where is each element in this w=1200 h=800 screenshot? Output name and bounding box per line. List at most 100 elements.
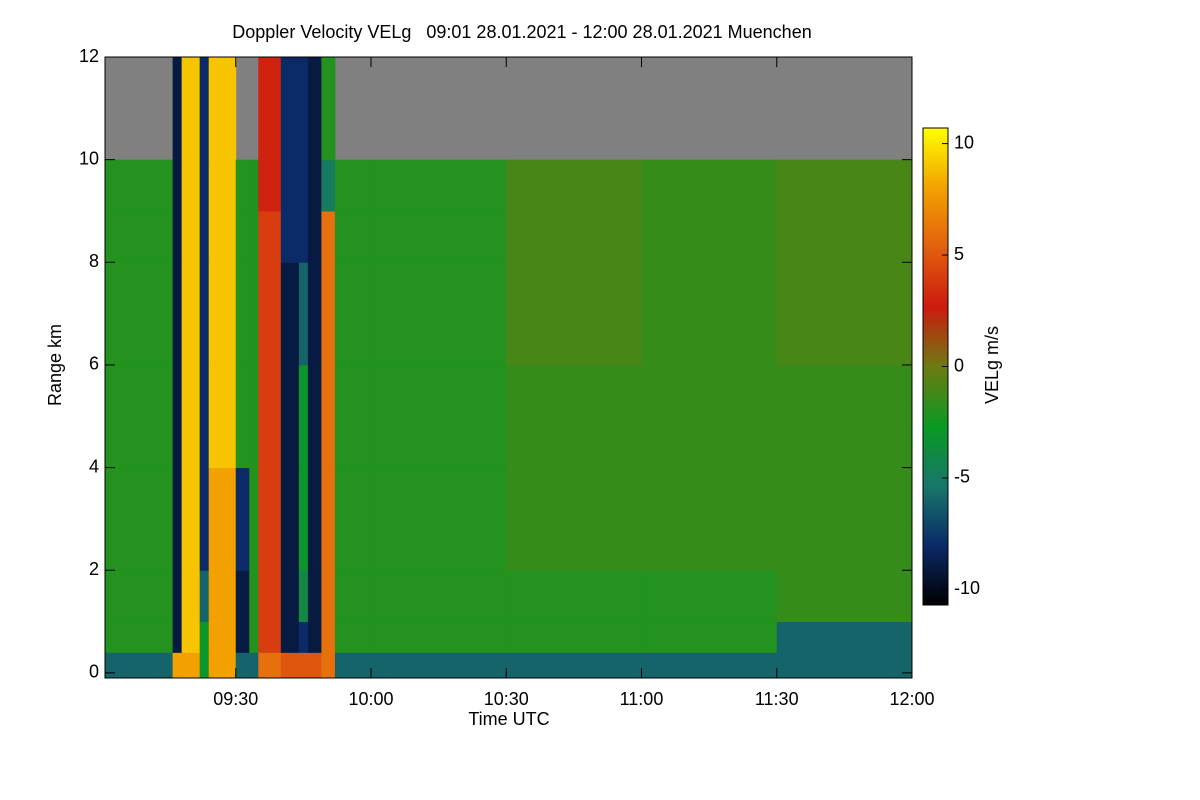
heatmap-cell <box>181 621 201 653</box>
heatmap-cell <box>370 467 507 571</box>
heatmap-cell <box>235 652 250 679</box>
heatmap-cell <box>506 621 642 653</box>
heatmap-cell <box>199 652 210 679</box>
y-tick-label: 10 <box>79 148 99 168</box>
heatmap-cell <box>370 159 507 212</box>
heatmap-cell <box>280 159 300 212</box>
heatmap-cell <box>321 159 336 212</box>
heatmap-cell <box>321 57 336 161</box>
heatmap-cell <box>172 570 183 623</box>
y-axis-label: Range km <box>45 324 65 406</box>
heatmap-cell <box>172 621 183 653</box>
heatmap-cell <box>307 364 322 469</box>
heatmap-cell <box>105 570 174 623</box>
heatmap-cell <box>249 159 259 212</box>
heatmap-cell <box>258 57 282 161</box>
heatmap-cell <box>307 621 322 653</box>
heatmap-cell <box>208 159 237 212</box>
heatmap-cell <box>334 210 372 263</box>
heatmap-cell <box>235 262 250 366</box>
heatmap-cell <box>298 159 309 212</box>
heatmap-cell <box>258 621 282 653</box>
colorbar-tick-label: -10 <box>954 578 980 598</box>
heatmap-cell <box>298 570 309 623</box>
heatmap-cell <box>235 467 250 571</box>
heatmap-cell <box>776 159 913 212</box>
heatmap-cell <box>235 159 250 212</box>
heatmap-cell <box>298 467 309 571</box>
x-tick-label: 12:00 <box>889 689 934 709</box>
y-tick-label: 4 <box>89 456 99 476</box>
x-tick-label: 10:00 <box>348 689 393 709</box>
heatmap-cell <box>208 652 237 679</box>
heatmap-cell <box>321 364 336 469</box>
heatmap-cell <box>641 364 778 469</box>
heatmap-cell <box>199 262 210 366</box>
heatmap-cell <box>334 159 372 212</box>
heatmap-cell <box>208 364 237 469</box>
heatmap-cell <box>181 159 201 212</box>
heatmap-cell <box>506 652 642 679</box>
heatmap-cell <box>208 262 237 366</box>
heatmap-cell <box>776 364 913 469</box>
heatmap-cell <box>321 210 336 263</box>
heatmap-cell <box>334 570 372 623</box>
heatmap-cell <box>641 652 778 679</box>
heatmap-cell <box>307 570 322 623</box>
heatmap-cell <box>280 262 300 366</box>
heatmap-cell <box>258 210 282 263</box>
colorbar-tick-label: 10 <box>954 132 974 152</box>
heatmap-cell <box>249 621 259 653</box>
y-tick-label: 12 <box>79 46 99 66</box>
heatmap-cell <box>199 57 210 161</box>
heatmap-cell <box>199 570 210 623</box>
heatmap-cell <box>370 364 507 469</box>
heatmap-cell <box>172 467 183 571</box>
heatmap-cell <box>321 652 336 679</box>
heatmap-cell <box>370 262 507 366</box>
heatmap-cell <box>235 621 250 653</box>
heatmap-cell <box>181 652 201 679</box>
heatmap-cell <box>641 467 778 571</box>
heatmap-cell <box>506 570 642 623</box>
colorbar-tick-label: 5 <box>954 244 964 264</box>
heatmap-cell <box>298 262 309 366</box>
heatmap-cell <box>258 652 282 679</box>
heatmap-cell <box>181 57 201 161</box>
y-tick-label: 6 <box>89 354 99 374</box>
heatmap-cell <box>307 57 322 161</box>
heatmap-cell <box>641 621 778 653</box>
heatmap-cell <box>208 621 237 653</box>
heatmap-cell <box>280 652 300 679</box>
heatmap-cell <box>199 467 210 571</box>
heatmap-cell <box>258 364 282 469</box>
x-tick-label: 10:30 <box>484 689 529 709</box>
heatmap-cell <box>776 621 913 653</box>
heatmap-cell <box>776 652 913 679</box>
heatmap-cell <box>370 652 507 679</box>
heatmap-cell <box>199 210 210 263</box>
heatmap-cell <box>249 467 259 571</box>
heatmap-cell <box>370 210 507 263</box>
heatmap-cell <box>235 570 250 623</box>
heatmap-cell <box>321 621 336 653</box>
heatmap-cell <box>506 262 642 366</box>
heatmap-cell <box>258 159 282 212</box>
y-tick-label: 0 <box>89 662 99 682</box>
heatmap-cell <box>280 467 300 571</box>
heatmap-cell <box>105 621 174 653</box>
heatmap-cell <box>307 159 322 212</box>
heatmap-cell <box>105 159 174 212</box>
chart-title: Doppler Velocity VELg 09:01 28.01.2021 -… <box>232 22 811 42</box>
heatmap-cell <box>776 570 913 623</box>
heatmap-cell <box>208 210 237 263</box>
heatmap-cell <box>334 467 372 571</box>
heatmap-cell <box>280 210 300 263</box>
heatmap-cell <box>172 210 183 263</box>
heatmap-cell <box>249 570 259 623</box>
y-tick-label: 2 <box>89 559 99 579</box>
heatmap-cell <box>105 210 174 263</box>
heatmap-cell <box>370 570 507 623</box>
colorbar-tick-label: 0 <box>954 355 964 375</box>
heatmap-cell <box>298 621 309 653</box>
